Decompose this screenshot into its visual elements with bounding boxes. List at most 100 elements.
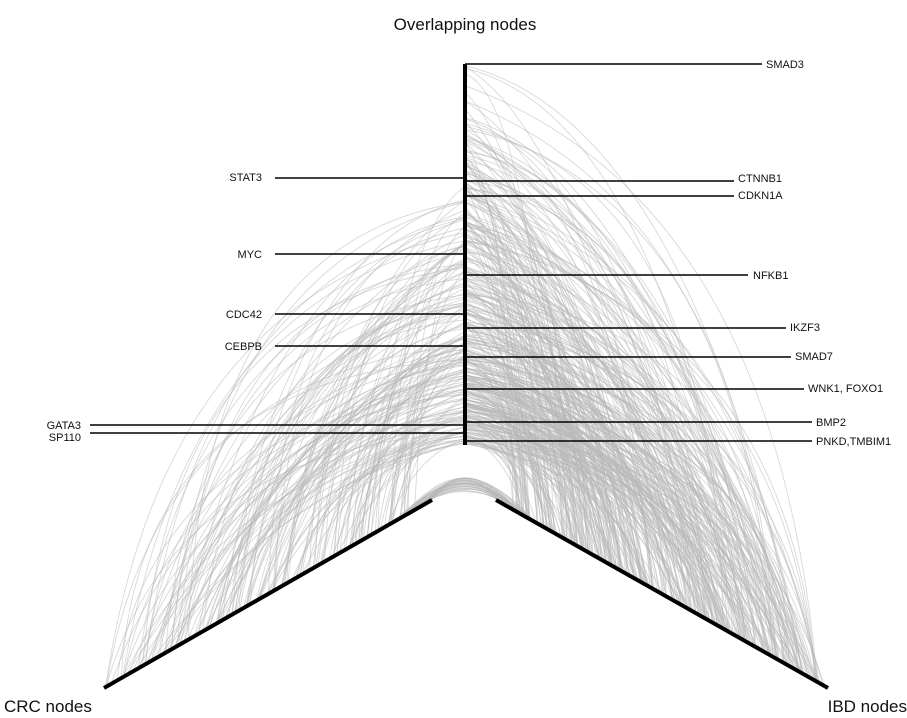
network-edge [464,149,714,623]
network-edge [238,281,466,611]
network-edge [464,403,589,553]
network-edge [187,432,466,641]
network-edge [150,399,466,662]
network-edge [464,384,557,534]
network-edge [274,209,466,591]
network-edge [464,212,587,552]
network-edge [464,399,763,651]
network-edge [426,484,498,504]
network-edge [464,138,653,589]
network-edge [464,195,694,612]
network-edge [464,222,766,653]
network-edge [105,432,466,687]
network-edge [464,349,607,563]
network-edge [362,398,466,540]
network-edge [464,239,740,638]
network-edge [464,227,628,575]
network-edge [418,479,501,508]
network-edge [321,358,466,564]
network-edge [464,405,555,533]
network-edge [464,251,780,661]
label-stat3: STAT3 [229,172,262,184]
network-edge [159,265,466,657]
network-edge [122,406,466,678]
network-edge [464,269,579,547]
network-edge [352,411,466,546]
network-edge [271,440,466,593]
network-edge [464,67,745,641]
network-edge [144,217,466,665]
network-edge [258,243,466,600]
network-edge [122,431,466,678]
label-wnk1-foxo1: WNK1, FOXO1 [808,383,883,395]
network-edge [464,429,699,615]
network-edge [184,385,466,642]
network-edge [464,438,614,567]
network-edge [464,308,748,643]
network-edge [390,212,466,524]
network-edge [464,342,734,635]
network-edge [164,361,466,654]
network-edge [248,397,466,606]
network-edge [464,439,780,661]
edge-layer [105,65,825,688]
network-edge [346,430,466,549]
network-edge [239,375,466,611]
network-edge [464,322,531,520]
network-edge [464,409,724,629]
label-sp110: SP110 [49,432,81,444]
network-edge [295,438,466,579]
network-edge [464,216,655,590]
network-edge [464,414,802,673]
network-edge [202,306,466,632]
network-edge [464,164,585,550]
label-smad7: SMAD7 [795,351,833,363]
network-edge [116,375,466,681]
label-smad3: SMAD3 [766,59,804,71]
network-edge [464,155,706,619]
network-edge [284,262,466,585]
network-edge [379,356,466,530]
network-edge [145,355,466,665]
network-edge [464,198,772,656]
network-edge [464,388,740,638]
network-edge [234,271,466,614]
network-edge [464,338,612,566]
network-edge [464,359,563,538]
label-nfkb1: NFKB1 [753,270,788,282]
network-edge [267,411,466,595]
network-edge [464,304,800,672]
label-lines [90,63,812,442]
network-edge [137,250,466,669]
label-pnkd-tmbim1: PNKD,TMBIM1 [816,436,891,448]
label-cdkn1a: CDKN1A [738,190,783,202]
network-edge [464,443,578,547]
network-edge [464,85,818,682]
network-edge [464,159,779,660]
network-edge [464,178,568,541]
network-edge [188,201,466,640]
network-edge [334,216,466,556]
network-edge [174,361,466,648]
network-edge [464,274,750,644]
network-edge [231,283,466,615]
network-edge [464,108,585,550]
network-edge [464,403,571,542]
label-ikzf3: IKZF3 [790,322,820,334]
ibd-axis [495,498,829,690]
network-edge [315,245,466,567]
network-edge [464,228,567,540]
network-edge [464,323,751,645]
network-edge [464,186,538,524]
network-edge [464,236,817,682]
label-bmp2: BMP2 [816,417,846,429]
network-edge [464,330,677,602]
network-edge [105,345,466,687]
network-edge [464,191,790,667]
network-edge [464,434,536,523]
label-cebpb: CEBPB [225,341,262,353]
network-edge [170,201,466,650]
network-edge [193,388,466,637]
network-edge [391,411,466,523]
network-edge [464,337,785,664]
